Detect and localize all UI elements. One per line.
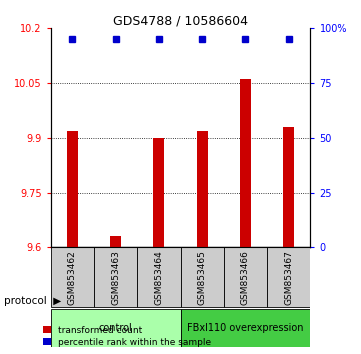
Text: FBxl110 overexpression: FBxl110 overexpression (187, 323, 304, 333)
Text: GSM853463: GSM853463 (111, 250, 120, 305)
Bar (51, 247, 94, 307)
Text: GSM853466: GSM853466 (241, 250, 250, 305)
Bar (224, 247, 267, 307)
Bar (137, 247, 180, 307)
Bar (180, 309, 310, 347)
Text: GSM853465: GSM853465 (198, 250, 206, 305)
Bar (94, 247, 137, 307)
Bar (153, 138, 164, 247)
Text: GSM853467: GSM853467 (284, 250, 293, 305)
Bar (240, 79, 251, 247)
Bar (180, 247, 224, 307)
Title: GDS4788 / 10586604: GDS4788 / 10586604 (113, 14, 248, 27)
Text: GSM853464: GSM853464 (155, 250, 163, 304)
Text: control: control (99, 323, 132, 333)
Legend: transformed count, percentile rank within the sample: transformed count, percentile rank withi… (41, 323, 214, 349)
Bar (283, 127, 294, 247)
Bar (197, 131, 208, 247)
Bar (67, 131, 78, 247)
Bar (51, 309, 180, 347)
Text: protocol  ▶: protocol ▶ (4, 296, 61, 306)
Bar (267, 247, 310, 307)
Bar (110, 236, 121, 247)
Text: GSM853462: GSM853462 (68, 250, 77, 304)
